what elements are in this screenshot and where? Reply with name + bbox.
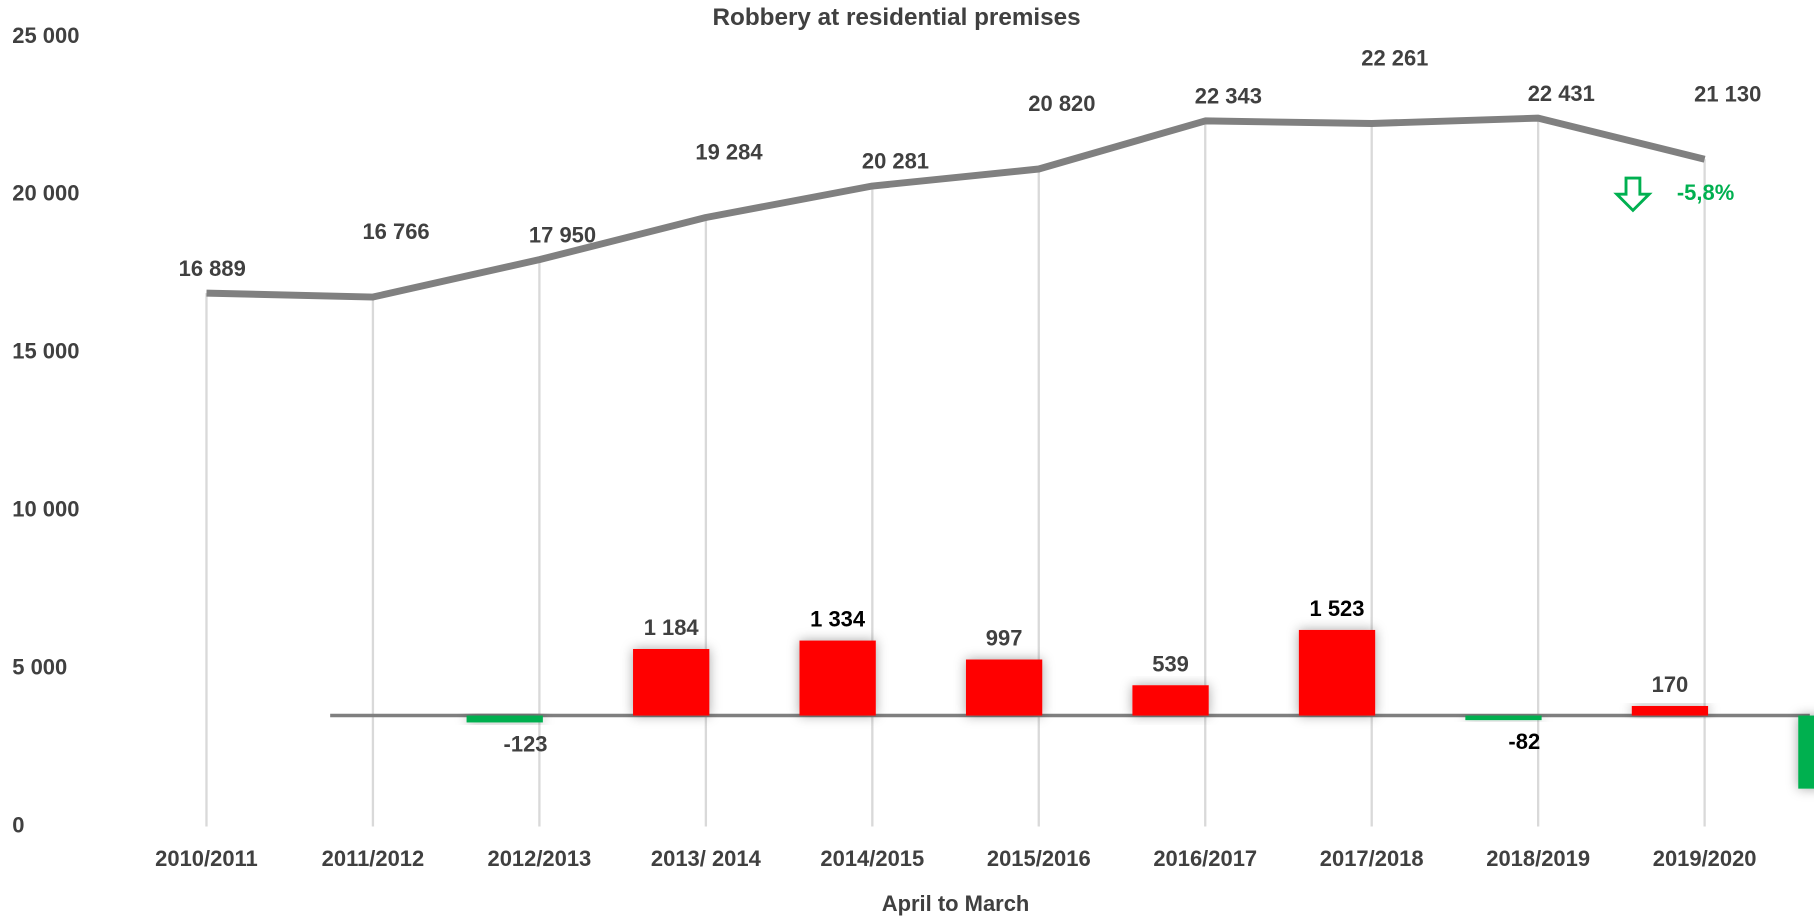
x-axis-label: April to March — [882, 891, 1030, 916]
bar — [1798, 715, 1814, 789]
y-tick-label: 5 000 — [12, 654, 67, 679]
data-label: 21 130 — [1694, 81, 1761, 106]
bar — [1465, 715, 1542, 721]
data-label: 1 334 — [810, 607, 866, 632]
arrow-icon — [1613, 176, 1653, 213]
y-tick-label: 20 000 — [12, 181, 79, 206]
y-tick-label: 15 000 — [12, 339, 79, 364]
x-tick-label: 2010/2011 — [155, 846, 258, 871]
line — [206, 114, 1706, 301]
data-label: 1 523 — [1310, 596, 1365, 621]
data-label: 22 343 — [1195, 84, 1262, 109]
x-tick-label: 2016/2017 — [1153, 846, 1257, 871]
data-label: -82 — [1508, 729, 1540, 754]
chart-title: Robbery at residential premises — [713, 4, 1081, 31]
data-label: 22 431 — [1528, 81, 1595, 106]
data-label: -123 — [504, 731, 548, 756]
bar — [799, 640, 876, 716]
x-tick-label: 2018/2019 — [1486, 846, 1590, 871]
data-label: 19 284 — [695, 140, 763, 165]
data-label: 1 184 — [644, 615, 700, 640]
data-label: 20 820 — [1028, 91, 1095, 116]
x-tick-label: 2012/2013 — [488, 846, 592, 871]
y-tick-label: 10 000 — [12, 497, 79, 522]
bar — [965, 659, 1043, 716]
x-tick-label: 2017/2018 — [1320, 846, 1424, 871]
bar — [1298, 629, 1376, 716]
data-label: 20 281 — [862, 149, 929, 174]
data-label: 16 889 — [179, 256, 246, 281]
bar — [1132, 685, 1209, 716]
y-tick-label: 25 000 — [12, 23, 79, 48]
data-label: 17 950 — [529, 222, 596, 247]
x-tick-label: 2019/2020 — [1653, 846, 1757, 871]
bar — [1631, 705, 1709, 716]
x-tick-label: 2014/2015 — [820, 846, 924, 871]
annotation: -5,8% — [1677, 180, 1734, 205]
bar — [466, 715, 543, 723]
x-tick-label: 2015/2016 — [987, 846, 1091, 871]
x-tick-label: 2013/ 2014 — [651, 846, 762, 871]
data-label: 170 — [1652, 672, 1689, 697]
y-tick-label: 0 — [12, 812, 24, 837]
data-label: 539 — [1152, 651, 1189, 676]
x-tick-label: 2011/2012 — [322, 846, 425, 871]
bar — [633, 649, 710, 716]
data-label: 997 — [986, 626, 1023, 651]
data-label: 22 261 — [1361, 46, 1428, 71]
data-label: 16 766 — [362, 219, 429, 244]
